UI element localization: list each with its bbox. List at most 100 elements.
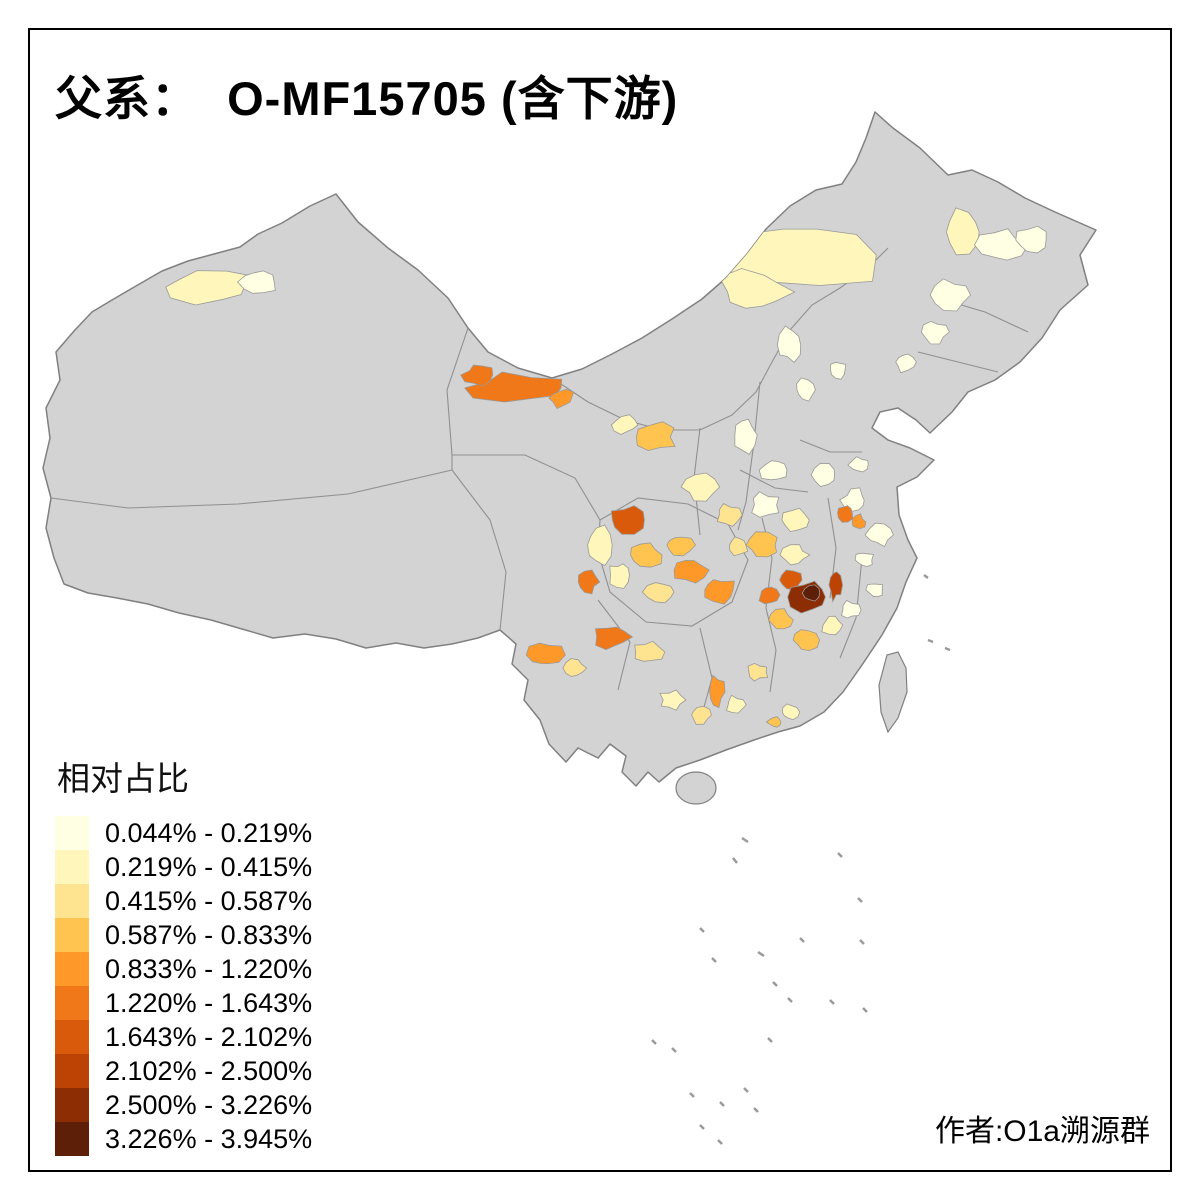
map-region: [747, 662, 769, 682]
map-region: [709, 674, 726, 709]
legend-rows: 0.044% - 0.219% 0.219% - 0.415% 0.415% - 0…: [55, 816, 312, 1156]
colored-regions: [165, 207, 1047, 728]
legend-label: 1.220% - 1.643%: [105, 987, 313, 1018]
south-china-sea-islands: [651, 836, 868, 1145]
map-region: [758, 460, 788, 481]
map-region: [945, 207, 980, 256]
map-region: [920, 320, 950, 345]
map-region: [895, 353, 917, 374]
map-region: [659, 689, 687, 711]
map-region: [460, 364, 494, 387]
map-region: [828, 571, 844, 603]
map-region: [525, 642, 566, 665]
legend-row: 1.220% - 1.643%: [55, 986, 312, 1020]
map-region: [765, 716, 782, 728]
map-region: [237, 270, 276, 294]
map-region: [829, 361, 847, 380]
map-region: [609, 563, 630, 589]
map-region: [792, 629, 821, 652]
map-region: [847, 456, 869, 473]
map-region: [841, 599, 862, 619]
map-region: [610, 505, 645, 535]
taiwan-island: [878, 651, 908, 734]
map-region: [837, 505, 854, 523]
legend-swatch: [55, 1020, 89, 1054]
map-region: [729, 536, 749, 557]
legend-row: 0.044% - 0.219%: [55, 816, 312, 850]
map-region: [577, 569, 601, 595]
map-region: [796, 377, 816, 402]
legend-row: 1.643% - 2.102%: [55, 1020, 312, 1054]
map-region: [704, 579, 735, 605]
map-title: 父系： O-MF15705 (含下游): [55, 72, 679, 125]
legend-swatch: [55, 918, 89, 952]
map-region: [587, 524, 613, 567]
legend-label: 0.833% - 1.220%: [105, 953, 313, 984]
legend-row: 2.500% - 3.226%: [55, 1088, 312, 1122]
attribution: 作者:O1a溯源群: [934, 1115, 1150, 1148]
map-region: [691, 705, 712, 725]
map-region: [781, 507, 810, 533]
legend-title: 相对占比: [57, 760, 189, 797]
legend-swatch: [55, 884, 89, 918]
map-region: [758, 586, 781, 605]
legend-row: 0.219% - 0.415%: [55, 850, 312, 884]
map-region: [801, 584, 821, 602]
map-region: [680, 472, 721, 502]
legend-swatch: [55, 952, 89, 986]
map-region: [821, 615, 844, 636]
map-region: [1015, 225, 1047, 254]
legend-swatch: [55, 816, 89, 850]
map-region: [839, 487, 865, 513]
map-region: [854, 552, 875, 567]
map-region: [641, 582, 675, 604]
legend-label: 3.226% - 3.945%: [105, 1123, 313, 1154]
hainan-island: [675, 771, 717, 805]
map-region: [562, 658, 588, 678]
map-region: [781, 703, 801, 721]
map-region: [716, 502, 743, 527]
legend-label: 0.415% - 0.587%: [105, 885, 313, 916]
map-region: [776, 325, 802, 363]
legend-label: 1.643% - 2.102%: [105, 1021, 313, 1052]
map-region: [610, 414, 639, 435]
map-region: [734, 418, 758, 455]
legend-swatch: [55, 1088, 89, 1122]
map-region: [851, 513, 867, 530]
legend-row: 3.226% - 3.945%: [55, 1122, 312, 1156]
legend-swatch: [55, 850, 89, 884]
map-region: [635, 421, 676, 452]
map-region: [718, 268, 796, 309]
legend-row: 2.102% - 2.500%: [55, 1054, 312, 1088]
legend-label: 2.102% - 2.500%: [105, 1055, 313, 1086]
map-region: [595, 626, 634, 651]
map-region: [464, 371, 563, 403]
legend-label: 0.044% - 0.219%: [105, 817, 313, 848]
east-coast-islets: [923, 574, 951, 652]
map-region: [634, 640, 666, 662]
map-region: [673, 559, 710, 584]
legend: 相对占比 0.044% - 0.219% 0.219% - 0.415% 0.415…: [55, 752, 312, 1156]
legend-row: 0.833% - 1.220%: [55, 952, 312, 986]
china-mainland: [42, 111, 1097, 787]
map-region: [865, 583, 883, 598]
map-region: [630, 542, 663, 568]
legend-swatch: [55, 1122, 89, 1156]
map-region: [779, 544, 811, 566]
legend-row: 0.415% - 0.587%: [55, 884, 312, 918]
legend-swatch: [55, 986, 89, 1020]
map-region: [864, 522, 894, 548]
legend-row: 0.587% - 0.833%: [55, 918, 312, 952]
map-region: [974, 228, 1029, 261]
map-region: [666, 536, 697, 557]
legend-swatch: [55, 1054, 89, 1088]
legend-label: 0.219% - 0.415%: [105, 851, 313, 882]
map-region: [726, 694, 747, 714]
map-region: [751, 491, 780, 518]
map-region: [548, 388, 575, 410]
legend-label: 0.587% - 0.833%: [105, 919, 313, 950]
map-region: [929, 278, 972, 312]
map-region: [810, 462, 835, 487]
